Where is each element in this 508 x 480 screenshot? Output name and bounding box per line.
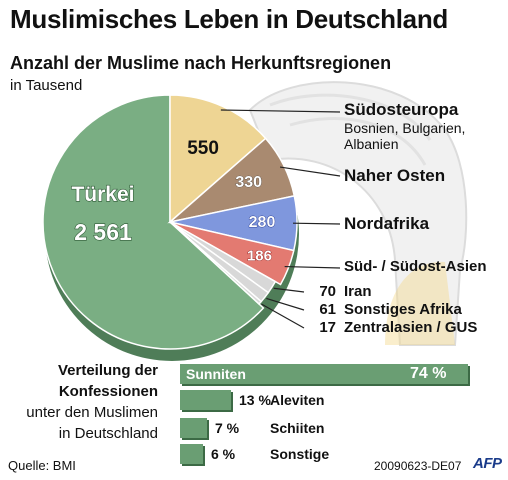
pie-slice-zentralasien: [169, 221, 263, 306]
leader-lines: [220, 109, 341, 329]
pie-value-labels: 550 330 280 186 Türkei 2 561: [71, 138, 276, 265]
sonstiges-afrika-value: 61: [319, 301, 336, 318]
value-label-naher-osten: 330: [235, 174, 262, 191]
value-label-tuerkei: 2 561: [74, 219, 132, 245]
confessions-title-line2: Konfessionen: [58, 383, 158, 400]
confessions-title-line3: unter den Muslimen: [26, 404, 158, 421]
confessions-title: Verteilung der Konfessionen unter den Mu…: [26, 360, 158, 444]
dome-rib: [289, 117, 427, 166]
leader-line-sonstiges-afrika: [266, 297, 305, 311]
zentralasien-value: 17: [319, 319, 336, 336]
chart-subtitle: Anzahl der Muslime nach Herkunftsregione…: [10, 53, 392, 73]
pie-slices: [42, 94, 298, 350]
small-row-iran: 70 Iran: [310, 283, 372, 300]
label-suedosteuropa-sub: Bosnien, Bulgarien, Albanien: [344, 120, 466, 152]
bar-label-sunniten: Sunniten: [186, 366, 246, 382]
bar-value-schiiten: 7 %: [215, 420, 240, 436]
source-note: Quelle: BMI: [8, 458, 76, 473]
bar-value-sunniten: 74 %: [410, 365, 447, 382]
bar-sunniten: [180, 364, 468, 384]
bar-label-schiiten: Schiiten: [270, 420, 325, 436]
afp-logo: AFP: [473, 455, 502, 472]
small-row-zentralasien: 17 Zentralasien / GUS: [310, 319, 477, 336]
bar-sonstige: [180, 444, 203, 464]
background-dome-decoration: [248, 81, 468, 346]
bar-aleviten: [180, 390, 231, 410]
leader-line-naher-osten: [279, 166, 341, 177]
leader-line-sued-asien: [284, 265, 341, 269]
label-sued-asien: Süd- / Südost-Asien: [344, 258, 487, 275]
bar-label-sonstige: Sonstige: [270, 446, 330, 462]
small-row-sonstiges-afrika: 61 Sonstiges Afrika: [310, 301, 462, 318]
label-naher-osten: Naher Osten: [344, 166, 446, 185]
dome-rib: [269, 93, 432, 141]
leader-line-nordafrika: [292, 222, 341, 225]
unit-label: in Tausend: [10, 77, 83, 94]
value-label-nordafrika: 280: [249, 214, 276, 231]
pie-slice-tuerkei: [42, 94, 265, 350]
leader-line-suedosteuropa: [220, 109, 341, 113]
bar-value-sonstige: 6 %: [211, 446, 236, 462]
value-label-sued-asien: 186: [247, 248, 272, 265]
chart-title: Muslimisches Leben in Deutschland: [10, 4, 448, 34]
label-suedosteuropa-title: Südosteuropa: [344, 100, 459, 119]
leader-line-iran: [273, 287, 305, 293]
sonstiges-afrika-label: Sonstiges Afrika: [344, 301, 462, 318]
iran-value: 70: [319, 283, 336, 300]
confessions-title-line1: Verteilung der: [57, 362, 158, 379]
bar-label-aleviten: Aleviten: [270, 392, 325, 408]
dome-accent: [385, 261, 455, 345]
zentralasien-label: Zentralasien / GUS: [344, 319, 478, 336]
label-nordafrika: Nordafrika: [344, 214, 430, 233]
bar-value-aleviten: 13 %: [239, 392, 271, 408]
pie-slice-sued-asien: [169, 221, 295, 286]
label-suedosteuropa: Südosteuropa Bosnien, Bulgarien, Albanie…: [344, 100, 494, 152]
confessions-title-line4: in Deutschland: [58, 425, 158, 442]
pie-slice-suedosteuropa: [169, 94, 267, 224]
bar-schiiten: [180, 418, 207, 438]
value-label-suedosteuropa: 550: [187, 138, 219, 159]
leader-line-zentralasien: [261, 303, 305, 329]
label-tuerkei: Türkei: [71, 183, 134, 206]
iran-label: Iran: [344, 283, 372, 300]
graphic-code: 20090623-DE07: [374, 459, 462, 473]
